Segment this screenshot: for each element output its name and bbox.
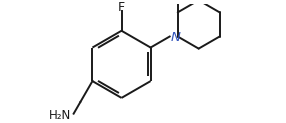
- Text: F: F: [118, 1, 125, 14]
- Text: N: N: [171, 31, 181, 44]
- Text: H₂N: H₂N: [49, 108, 71, 122]
